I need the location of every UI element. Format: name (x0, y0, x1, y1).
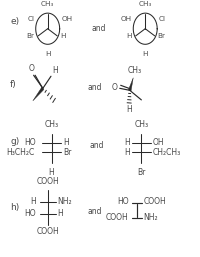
Text: Br: Br (26, 33, 34, 39)
Text: Br: Br (137, 168, 146, 177)
Text: H: H (30, 197, 36, 206)
Text: HO: HO (117, 197, 129, 206)
Text: f): f) (10, 80, 17, 89)
Text: O: O (29, 64, 35, 73)
Text: H: H (63, 138, 69, 147)
Text: e): e) (10, 17, 19, 26)
Text: H: H (124, 148, 130, 157)
Text: CH₃: CH₃ (44, 120, 59, 129)
Text: HO: HO (24, 138, 36, 147)
Text: H: H (126, 105, 132, 114)
Text: OH: OH (61, 16, 72, 22)
Text: H₃CH₂C: H₃CH₂C (6, 148, 35, 157)
Text: g): g) (10, 137, 19, 146)
Polygon shape (129, 78, 133, 91)
Text: COOH: COOH (143, 197, 166, 206)
Text: CH₂CH₃: CH₂CH₃ (153, 148, 181, 157)
Text: H: H (126, 33, 132, 39)
Text: H: H (142, 51, 148, 57)
Text: OH: OH (153, 138, 164, 147)
Text: O: O (112, 83, 117, 92)
Text: Cl: Cl (27, 16, 34, 22)
Text: HO: HO (24, 208, 36, 218)
Text: and: and (88, 83, 102, 92)
Text: h): h) (10, 203, 19, 212)
Text: NH₂: NH₂ (57, 197, 72, 206)
Text: COOH: COOH (36, 177, 59, 186)
Text: H: H (57, 208, 63, 218)
Text: and: and (92, 24, 106, 33)
Text: NH₂: NH₂ (143, 213, 158, 222)
Text: COOH: COOH (106, 213, 129, 222)
Text: and: and (88, 207, 102, 216)
Text: H: H (49, 168, 54, 177)
Text: OH: OH (121, 16, 132, 22)
Text: H: H (60, 33, 66, 39)
Text: H: H (45, 51, 50, 57)
Text: H: H (52, 66, 58, 75)
Text: H: H (124, 138, 130, 147)
Text: CH₃: CH₃ (41, 1, 54, 7)
Text: COOH: COOH (36, 227, 59, 236)
Text: CH₃: CH₃ (139, 1, 152, 7)
Text: Br: Br (63, 148, 71, 157)
Text: Br: Br (158, 33, 166, 39)
Text: and: and (90, 141, 104, 150)
Text: CH₃: CH₃ (134, 120, 148, 129)
Text: Cl: Cl (159, 16, 166, 22)
Text: CH₃: CH₃ (128, 66, 142, 75)
Polygon shape (33, 87, 44, 101)
